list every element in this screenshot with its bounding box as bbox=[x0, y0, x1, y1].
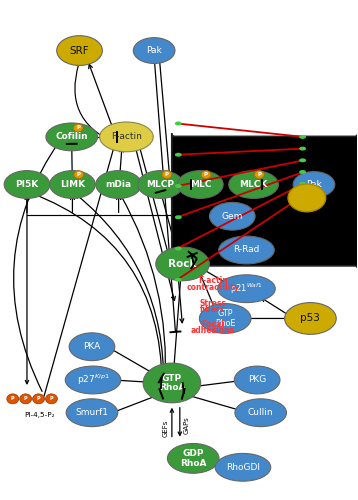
Text: P: P bbox=[257, 172, 261, 177]
Text: Stress: Stress bbox=[199, 299, 226, 308]
Ellipse shape bbox=[175, 216, 182, 219]
Text: Rock: Rock bbox=[168, 259, 197, 269]
Ellipse shape bbox=[201, 170, 211, 178]
Ellipse shape bbox=[45, 394, 57, 404]
Ellipse shape bbox=[73, 124, 83, 132]
Ellipse shape bbox=[33, 394, 44, 404]
Ellipse shape bbox=[162, 170, 172, 178]
Ellipse shape bbox=[69, 333, 115, 360]
Text: contractility: contractility bbox=[186, 282, 239, 292]
Ellipse shape bbox=[219, 236, 274, 264]
Ellipse shape bbox=[299, 158, 306, 162]
Ellipse shape bbox=[299, 182, 306, 186]
Ellipse shape bbox=[20, 394, 32, 404]
Ellipse shape bbox=[299, 194, 306, 198]
Ellipse shape bbox=[74, 170, 84, 178]
Text: Smurf1: Smurf1 bbox=[76, 408, 108, 417]
Ellipse shape bbox=[156, 247, 209, 281]
Text: F-actin: F-actin bbox=[198, 276, 228, 285]
Text: GTP
RhoE: GTP RhoE bbox=[215, 309, 236, 328]
Text: GTP
RhoA: GTP RhoA bbox=[159, 374, 185, 392]
Text: Cofilin: Cofilin bbox=[55, 132, 88, 141]
Text: P: P bbox=[76, 126, 80, 130]
Ellipse shape bbox=[133, 38, 175, 64]
Text: Focal: Focal bbox=[201, 320, 224, 329]
Text: RhoGDI: RhoGDI bbox=[226, 463, 260, 472]
Text: MLCK: MLCK bbox=[240, 180, 268, 189]
Ellipse shape bbox=[168, 444, 219, 474]
Text: PKG: PKG bbox=[248, 376, 266, 384]
Ellipse shape bbox=[199, 304, 251, 334]
Text: LIMK: LIMK bbox=[60, 180, 85, 189]
Ellipse shape bbox=[299, 146, 306, 150]
Ellipse shape bbox=[175, 153, 182, 156]
Ellipse shape bbox=[175, 278, 182, 282]
Text: PI5K: PI5K bbox=[15, 180, 39, 189]
Ellipse shape bbox=[57, 36, 102, 66]
Ellipse shape bbox=[4, 170, 50, 198]
Ellipse shape bbox=[46, 123, 97, 151]
Text: GDP
RhoA: GDP RhoA bbox=[180, 449, 207, 468]
Ellipse shape bbox=[285, 302, 336, 334]
Ellipse shape bbox=[299, 170, 306, 174]
Ellipse shape bbox=[96, 170, 141, 198]
Ellipse shape bbox=[234, 366, 280, 394]
Text: Pak: Pak bbox=[146, 46, 162, 55]
FancyBboxPatch shape bbox=[172, 134, 358, 269]
Text: P: P bbox=[165, 172, 169, 177]
Text: PI-4,5-P₂: PI-4,5-P₂ bbox=[24, 412, 55, 418]
Ellipse shape bbox=[178, 170, 223, 198]
Text: GAPs: GAPs bbox=[184, 416, 190, 434]
Ellipse shape bbox=[175, 122, 182, 126]
Text: SRF: SRF bbox=[70, 46, 90, 56]
Text: P: P bbox=[11, 396, 15, 402]
Ellipse shape bbox=[138, 170, 183, 198]
Text: P: P bbox=[37, 396, 40, 402]
Text: mDia: mDia bbox=[106, 180, 132, 189]
Text: Gem: Gem bbox=[222, 212, 243, 221]
Text: Pak: Pak bbox=[306, 180, 322, 189]
Ellipse shape bbox=[66, 399, 118, 426]
Text: MLC: MLC bbox=[190, 180, 211, 189]
Ellipse shape bbox=[100, 122, 153, 152]
Text: R-Rad: R-Rad bbox=[233, 246, 260, 254]
Ellipse shape bbox=[293, 172, 335, 198]
Ellipse shape bbox=[288, 184, 326, 212]
Ellipse shape bbox=[175, 184, 182, 188]
Text: PKA: PKA bbox=[83, 342, 101, 351]
Text: fibers: fibers bbox=[200, 305, 225, 314]
Ellipse shape bbox=[175, 246, 182, 250]
Text: MLCP: MLCP bbox=[146, 180, 175, 189]
Ellipse shape bbox=[209, 202, 255, 230]
Ellipse shape bbox=[65, 366, 121, 394]
Text: P: P bbox=[24, 396, 28, 402]
Ellipse shape bbox=[215, 454, 271, 481]
Ellipse shape bbox=[218, 275, 275, 302]
Ellipse shape bbox=[254, 170, 264, 178]
Ellipse shape bbox=[50, 170, 95, 198]
Text: adhesions: adhesions bbox=[191, 326, 235, 336]
Ellipse shape bbox=[143, 363, 201, 403]
Text: P: P bbox=[50, 396, 53, 402]
Ellipse shape bbox=[7, 394, 19, 404]
Text: F-actin: F-actin bbox=[111, 132, 142, 141]
Text: p27$^{Kip1}$: p27$^{Kip1}$ bbox=[77, 373, 109, 387]
Text: P: P bbox=[77, 172, 81, 177]
Ellipse shape bbox=[299, 135, 306, 139]
Ellipse shape bbox=[229, 170, 279, 198]
Text: p21$^{Waf1}$: p21$^{Waf1}$ bbox=[230, 282, 263, 296]
Text: P: P bbox=[204, 172, 208, 177]
Text: p53: p53 bbox=[300, 314, 320, 324]
Text: GEFs: GEFs bbox=[163, 420, 169, 438]
Ellipse shape bbox=[235, 399, 286, 426]
Text: Cullin: Cullin bbox=[248, 408, 274, 417]
